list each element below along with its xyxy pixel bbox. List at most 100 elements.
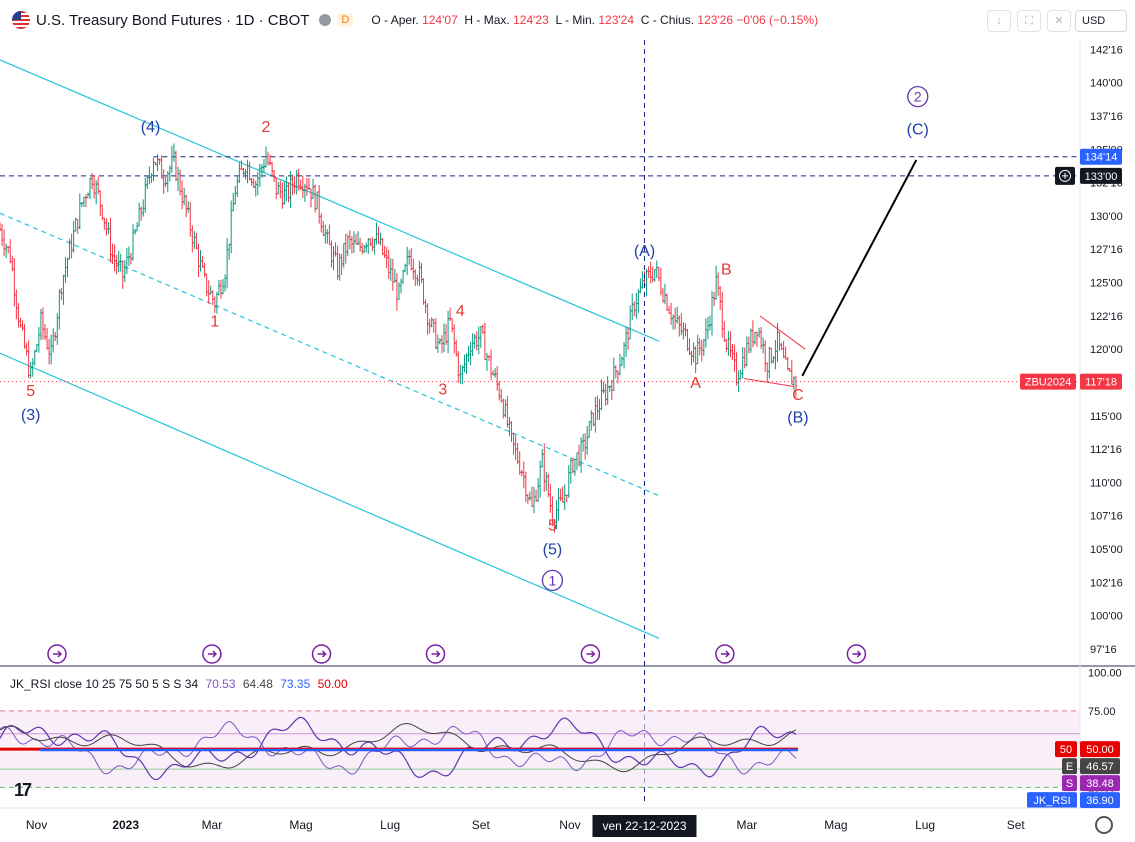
channel-line [0, 212, 660, 497]
rsi-tag-key-label: JK_RSI [1033, 795, 1070, 807]
time-tick-label: Nov [26, 818, 47, 832]
rsi-tag [1080, 775, 1120, 792]
rsi-tick-label: 100.00 [1088, 668, 1122, 680]
crosshair-date-tag [592, 815, 697, 837]
wave-label: 5 [26, 383, 35, 400]
channel-line [0, 59, 660, 342]
price-tick-label: 140'00 [1090, 78, 1123, 90]
add-alert-plus [1062, 172, 1068, 179]
event-arrow-icon [431, 650, 441, 658]
rsi-tag-key [1055, 741, 1077, 758]
wave-label: B [721, 262, 732, 279]
symbol-tag-label: ZBU2024 [1025, 377, 1071, 389]
time-tick-label: Lug [915, 818, 935, 832]
rsi-tag-key-label: S [1066, 778, 1073, 790]
currency-select[interactable]: USD [1075, 10, 1127, 32]
event-arrow-icon [852, 650, 862, 658]
price-tick-label: 130'00 [1090, 211, 1123, 223]
wave-label: (5) [543, 541, 563, 558]
rsi-tag [1080, 758, 1120, 775]
price-tag-label: 134'14 [1085, 152, 1118, 164]
open-value: 124'07 [422, 13, 458, 27]
close-value: 123'26 [697, 13, 734, 27]
low-value: 123'24 [598, 13, 635, 27]
wave-label: (C) [907, 122, 929, 139]
price-tag [1080, 373, 1122, 390]
header-tools: ↓ ⛶ ✕ [987, 10, 1071, 32]
price-tick-label: 122'16 [1090, 311, 1123, 323]
rsi-value-2: 64.48 [242, 677, 273, 691]
rsi-tag-key [1062, 758, 1077, 775]
price-tick-label: 110'00 [1090, 477, 1122, 489]
time-tick-label: Mag [824, 818, 847, 832]
rsi-tick-label: 75.00 [1088, 706, 1116, 718]
wave-label: 2 [262, 119, 271, 136]
delay-badge[interactable]: D [337, 13, 354, 27]
rsi-value-3: 73.35 [280, 677, 311, 691]
rsi-legend[interactable]: JK_RSI close 10 25 75 50 5 S S 34 70.53 … [10, 677, 348, 691]
time-tick-label: Set [1007, 818, 1026, 832]
event-arrow-icon [52, 650, 63, 658]
price-tick-label: 102'16 [1090, 577, 1123, 589]
crosshair-date-label: ven 22-12-2023 [602, 819, 686, 833]
price-pane [0, 59, 1080, 639]
rsi-tag-label: 38.48 [1086, 778, 1114, 790]
price-tick-label: 107'16 [1090, 511, 1123, 523]
price-tick-label: 115'00 [1090, 411, 1122, 423]
price-tag [1080, 148, 1122, 165]
event-arrow-icon [207, 650, 217, 658]
time-tick-label: 2023 [112, 818, 139, 832]
add-alert-circle [1059, 169, 1071, 182]
rsi-tag-label: 36.90 [1086, 795, 1114, 807]
time-tick-label: Mag [289, 818, 312, 832]
rsi-tag-key [1027, 792, 1077, 809]
wedge-line [743, 377, 794, 387]
event-arrow-icon [317, 650, 327, 658]
rsi-tag-label: 46.57 [1086, 761, 1114, 773]
chart-header: U.S. Treasury Bond Futures · 1D · CBOT D… [0, 0, 1080, 40]
event-arrow-icon [720, 650, 730, 658]
arrow-down-icon[interactable]: ↓ [987, 10, 1011, 32]
time-tick-label: Nov [559, 818, 580, 832]
time-tick-label: Set [472, 818, 491, 832]
rsi-lines [0, 716, 798, 781]
wave-label: (3) [21, 407, 41, 424]
change-value: −0'06 (−0.15%) [736, 13, 819, 27]
price-tick-label: 97'16 [1090, 644, 1117, 656]
wave-label: (B) [787, 409, 808, 426]
symbol-title[interactable]: U.S. Treasury Bond Futures · 1D · CBOT [36, 11, 310, 29]
wave-label: 3 [438, 381, 447, 398]
time-tick-label: Mar [202, 818, 223, 832]
rsi-tag-key-label: E [1066, 761, 1073, 773]
rsi-tag-key-label: 50 [1060, 744, 1072, 756]
price-tag-label: 133'00 [1085, 171, 1118, 183]
rsi-tag [1080, 741, 1120, 758]
rsi-tag [1080, 792, 1120, 809]
fullscreen-icon[interactable]: ⛶ [1017, 10, 1041, 32]
price-tick-label: 120'00 [1090, 344, 1123, 356]
rsi-tag-label: 50.00 [1086, 744, 1114, 756]
high-value: 124'23 [513, 13, 549, 27]
wave-label: (A) [634, 243, 655, 260]
symbol-tag [1020, 373, 1076, 390]
rsi-signal-line [0, 721, 797, 775]
market-status-icon[interactable] [319, 14, 332, 26]
time-tick-label: Lug [380, 818, 400, 832]
rsi-ema-line [0, 722, 797, 773]
price-tick-label: 137'16 [1090, 111, 1123, 123]
rsi-value-1: 70.53 [205, 677, 236, 691]
tradingview-logo[interactable]: 17 [14, 780, 32, 800]
price-tick-label: 127'16 [1090, 244, 1123, 256]
wave-label: 1 [549, 572, 557, 588]
us-flag-icon [12, 11, 30, 29]
time-tick-label: Mar [736, 818, 757, 832]
wave-label: (4) [141, 119, 161, 136]
price-tick-label: 142'16 [1090, 44, 1123, 56]
wave-label: 4 [456, 303, 465, 320]
settings-gear-icon[interactable] [1095, 816, 1113, 834]
wave-label: 1 [210, 314, 219, 331]
channel-line [0, 352, 660, 639]
close-icon[interactable]: ✕ [1047, 10, 1071, 32]
price-tick-label: 112'16 [1090, 444, 1122, 456]
